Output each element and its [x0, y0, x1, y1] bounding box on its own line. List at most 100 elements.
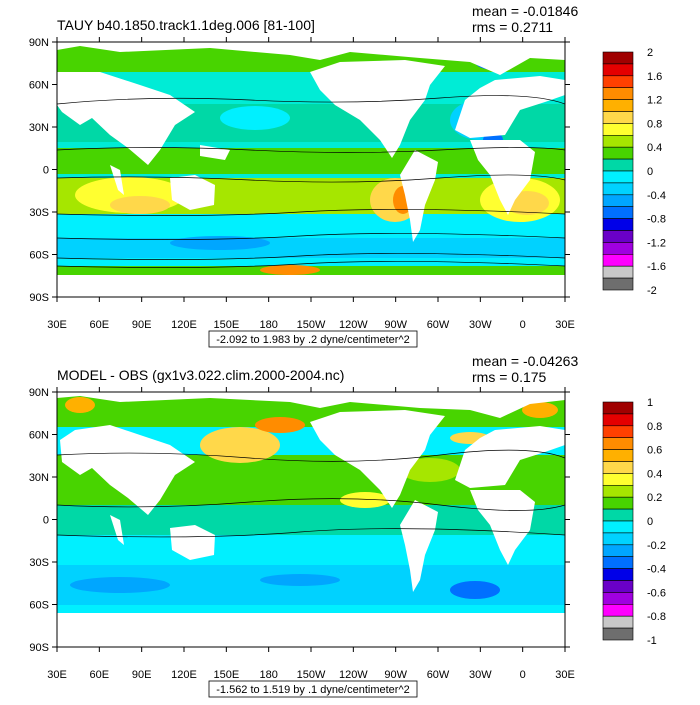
field-anomaly: [260, 265, 320, 275]
lat-label: 30N: [29, 122, 49, 134]
field-anomaly: [400, 458, 460, 482]
colorbar-label: 0.6: [647, 445, 662, 457]
field-band: [57, 535, 565, 565]
field-band: [57, 258, 565, 266]
colorbar-label: 1.6: [647, 71, 662, 83]
colorbar-swatch: [602, 425, 634, 438]
colorbar-swatch: [602, 123, 634, 136]
lon-label: 120W: [339, 669, 368, 681]
colorbar-swatch: [602, 111, 634, 124]
field-anomaly: [110, 196, 170, 214]
map-axes: 90N 60N 30N 0 30S 60S 90S 30E 60E 90E 120E 150E 180 1…: [29, 37, 575, 331]
colorbar-swatch: [602, 99, 634, 112]
lon-label: 30W: [469, 669, 492, 681]
colorbar-label: -2: [647, 285, 657, 297]
lon-label: 120W: [339, 319, 368, 331]
colorbar-swatch: [602, 277, 634, 291]
colorbar-swatch: [602, 218, 634, 231]
lon-label: 150E: [213, 319, 239, 331]
colorbar-swatch: [602, 532, 634, 546]
field-anomaly: [260, 574, 340, 586]
colorbar-label: 2: [647, 47, 653, 59]
colorbar-swatch: [602, 194, 634, 208]
colorbar-swatch: [602, 87, 634, 100]
colorbar-label: 0.4: [647, 468, 662, 480]
range-label: -2.092 to 1.983 by .2 dyne/centimeter^2: [216, 334, 410, 346]
colorbar-swatch: [602, 580, 634, 593]
colorbar-label: -1.2: [647, 237, 666, 249]
lat-label: 60N: [29, 80, 49, 92]
colorbar-label: 0.2: [647, 492, 662, 504]
colorbar-label: 0.8: [647, 421, 662, 433]
colorbar-label: -0.4: [647, 564, 666, 576]
colorbar-swatch: [602, 437, 634, 450]
field-anomaly: [255, 417, 305, 433]
colorbar-label: -0.8: [647, 611, 666, 623]
mean-label: mean = -0.04263: [472, 353, 578, 369]
map-field: [57, 42, 565, 297]
field-anomaly: [522, 402, 558, 418]
range-label-box: [208, 330, 418, 348]
colorbar-swatch: [602, 401, 634, 415]
colorbar-swatch: [602, 158, 634, 172]
colorbar-swatch: [602, 603, 634, 617]
lon-label: 150W: [297, 319, 326, 331]
lat-label: 30S: [29, 207, 49, 219]
lon-label: 120E: [171, 669, 197, 681]
panel-title: MODEL - OBS (gx1v3.022.clim.2000-2004.nc…: [57, 367, 344, 383]
colorbar-label: 1: [647, 397, 653, 409]
rms-label: rms = 0.2711: [472, 19, 553, 35]
panel-top: TAUY b40.1850.track1.1deg.006 [81-100] m…: [29, 3, 666, 348]
lat-label: 90S: [29, 292, 49, 304]
field-band: [57, 613, 565, 647]
lat-label: 60S: [29, 250, 49, 262]
colorbar-swatch: [602, 568, 634, 581]
colorbar-swatch: [602, 592, 634, 605]
colorbar-swatch: [602, 556, 634, 569]
lon-label: 30E: [47, 319, 67, 331]
lat-label: 30S: [29, 557, 49, 569]
panel-bottom: MODEL - OBS (gx1v3.022.clim.2000-2004.nc…: [29, 353, 666, 698]
colorbar-label: 0: [647, 516, 653, 528]
colorbar-swatch: [602, 413, 634, 427]
lon-label: 180: [259, 669, 277, 681]
lon-label: 150W: [297, 669, 326, 681]
colorbar-swatch: [602, 146, 634, 160]
colorbar-swatch: [602, 75, 634, 89]
lon-label: 60W: [427, 319, 450, 331]
lon-label: 90W: [384, 669, 407, 681]
colorbar-label: 0.8: [647, 118, 662, 130]
field-band: [57, 214, 565, 238]
lon-label: 0: [520, 669, 526, 681]
contour-lines: [57, 95, 565, 268]
lat-label: 90N: [29, 387, 49, 399]
colorbar-swatch: [602, 627, 634, 641]
lon-label: 30W: [469, 319, 492, 331]
lon-label: 30E: [555, 669, 575, 681]
lon-label: 90W: [384, 319, 407, 331]
field-anomaly: [340, 492, 390, 508]
colorbar-swatch: [602, 206, 634, 219]
panel-title: TAUY b40.1850.track1.1deg.006 [81-100]: [57, 17, 315, 33]
lon-label: 60W: [427, 669, 450, 681]
lon-label: 0: [520, 319, 526, 331]
colorbar-swatch: [602, 544, 634, 557]
colorbar: 2 1.6 1.2 0.8 0.4 0 -0.4 -0.8 -1.2 -1.6 -2: [602, 47, 666, 297]
colorbar-swatch: [602, 615, 634, 629]
field-anomaly: [200, 427, 280, 463]
colorbar-swatch: [602, 449, 634, 462]
lat-label: 30N: [29, 472, 49, 484]
lon-label: 90E: [132, 319, 152, 331]
colorbar-swatch: [602, 473, 634, 486]
map-axes: 90N 60N 30N 0 30S 60S 90S 30E 60E 90E 120E 150E 180 1…: [29, 387, 575, 681]
field-anomaly: [65, 397, 95, 413]
lat-label: 60N: [29, 430, 49, 442]
mean-label: mean = -0.01846: [472, 3, 578, 19]
lat-label: 0: [43, 165, 49, 177]
lat-label: 60S: [29, 600, 49, 612]
colorbar-swatch: [602, 230, 634, 243]
field-band: [57, 605, 565, 613]
lon-label: 90E: [132, 669, 152, 681]
land-mask: [57, 42, 565, 297]
